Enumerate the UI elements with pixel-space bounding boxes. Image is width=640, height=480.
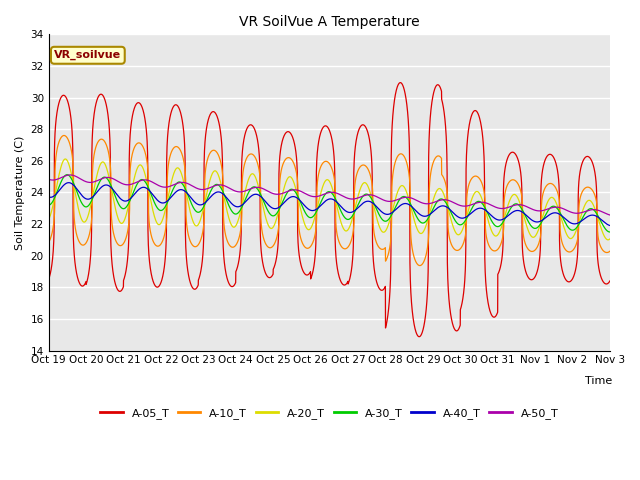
Line: A-30_T: A-30_T [49,175,610,232]
A-40_T [45,194,52,200]
A-40_T [308,208,316,214]
A-05_T [415,334,423,339]
A-50_T [66,172,74,178]
A-05_T [424,262,432,267]
A-20_T [61,156,69,162]
Line: A-40_T: A-40_T [49,183,610,226]
A-30_T [45,202,52,208]
A-10_T [456,247,463,252]
Y-axis label: Soil Temperature (C): Soil Temperature (C) [15,135,25,250]
A-50_T [455,202,463,208]
A-50_T [605,212,613,218]
A-20_T [604,237,612,243]
A-30_T [424,216,432,221]
A-20_T [146,192,154,198]
Line: A-20_T: A-20_T [49,159,610,240]
Line: A-50_T: A-50_T [49,175,610,215]
A-50_T [487,202,495,208]
A-10_T [308,240,316,246]
A-40_T [65,180,72,186]
A-20_T [487,227,495,232]
A-05_T [605,279,613,285]
A-40_T [146,188,154,194]
Legend: A-05_T, A-10_T, A-20_T, A-30_T, A-40_T, A-50_T: A-05_T, A-10_T, A-20_T, A-30_T, A-40_T, … [96,404,563,423]
A-20_T [605,237,613,242]
A-05_T [606,278,614,284]
A-40_T [487,212,495,218]
A-50_T [606,212,614,218]
A-30_T [455,222,463,228]
A-50_T [308,193,316,199]
A-10_T [146,224,154,229]
A-30_T [606,229,614,235]
A-40_T [606,223,614,228]
A-05_T [146,259,154,264]
Text: VR_soilvue: VR_soilvue [54,50,122,60]
A-40_T [424,213,432,218]
A-30_T [146,188,154,193]
A-10_T [416,263,424,268]
A-10_T [606,248,614,254]
A-40_T [605,222,613,228]
A-30_T [487,217,495,223]
A-10_T [424,238,432,244]
A-10_T [60,132,68,138]
A-50_T [146,178,154,184]
A-40_T [455,215,463,220]
A-20_T [424,216,432,222]
A-30_T [605,229,613,235]
X-axis label: Time: Time [585,376,612,386]
A-20_T [606,236,614,242]
A-20_T [45,216,52,222]
A-10_T [45,240,52,245]
A-10_T [487,246,495,252]
A-50_T [45,177,52,182]
Title: VR SoilVue A Temperature: VR SoilVue A Temperature [239,15,420,29]
A-05_T [397,80,404,85]
A-20_T [308,222,316,228]
A-05_T [45,276,52,282]
A-30_T [63,172,71,178]
A-05_T [456,325,463,331]
A-20_T [455,232,463,238]
A-50_T [424,201,432,206]
A-10_T [605,249,613,254]
A-30_T [308,214,316,220]
Line: A-10_T: A-10_T [49,135,610,265]
Line: A-05_T: A-05_T [49,83,610,336]
A-05_T [487,312,495,317]
A-05_T [308,271,316,277]
